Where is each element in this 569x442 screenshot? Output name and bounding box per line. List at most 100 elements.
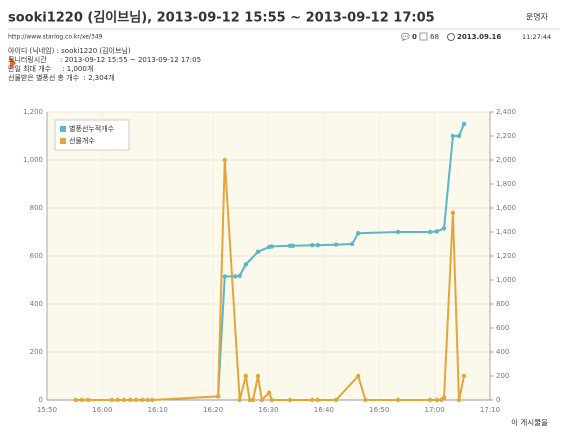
info-line: 선물받은 별풍선 총 개수 : 2,304개 bbox=[8, 73, 115, 82]
point bbox=[269, 397, 275, 403]
point bbox=[427, 229, 433, 235]
y-tick-label: 1,000 bbox=[23, 156, 43, 164]
y-tick-label: 1,200 bbox=[23, 108, 43, 116]
point bbox=[441, 395, 447, 400]
point bbox=[222, 157, 227, 163]
view-count: 68 bbox=[430, 33, 439, 41]
y-tick-label: 0 bbox=[39, 396, 43, 404]
point bbox=[395, 229, 401, 235]
point bbox=[315, 243, 320, 248]
point bbox=[356, 231, 361, 236]
point bbox=[290, 243, 296, 248]
y-tick-label: 200 bbox=[30, 348, 43, 356]
point bbox=[395, 397, 401, 403]
y-tick-label: 400 bbox=[30, 300, 43, 308]
y2-tick-label: 2,200 bbox=[496, 132, 516, 140]
point bbox=[121, 397, 127, 403]
point bbox=[85, 397, 91, 403]
x-tick-label: 16:40 bbox=[314, 406, 334, 414]
x-tick-label: 16:30 bbox=[258, 406, 278, 414]
point bbox=[233, 274, 238, 279]
point bbox=[287, 397, 293, 403]
point bbox=[109, 397, 114, 403]
y2-tick-label: 800 bbox=[496, 300, 509, 308]
legend-swatch bbox=[60, 138, 66, 144]
y2-tick-label: 600 bbox=[496, 324, 509, 332]
y-tick-label: 800 bbox=[30, 204, 43, 212]
post-date: 2013.09.16 bbox=[457, 33, 501, 41]
y-tick-label: 600 bbox=[30, 252, 43, 260]
point bbox=[269, 244, 275, 249]
point bbox=[363, 397, 368, 403]
point bbox=[450, 133, 456, 139]
x-tick-label: 17:10 bbox=[480, 406, 500, 414]
point bbox=[237, 273, 242, 278]
views-icon bbox=[419, 32, 428, 41]
legend-box bbox=[54, 119, 130, 151]
x-tick-label: 16:20 bbox=[203, 406, 223, 414]
series-line bbox=[217, 123, 465, 397]
point bbox=[441, 226, 447, 231]
point bbox=[115, 397, 121, 403]
point bbox=[145, 397, 150, 403]
y2-tick-label: 200 bbox=[496, 372, 509, 380]
y2-tick-label: 1,000 bbox=[496, 276, 516, 284]
point bbox=[237, 397, 242, 403]
point bbox=[73, 397, 78, 403]
x-tick-label: 16:50 bbox=[369, 406, 389, 414]
point bbox=[333, 242, 339, 247]
post-url[interactable]: http://www.starlog.co.kr/xe/349 bbox=[8, 34, 103, 41]
point bbox=[456, 133, 462, 139]
point bbox=[250, 397, 256, 403]
point bbox=[255, 373, 261, 379]
point bbox=[79, 397, 85, 403]
legend-swatch bbox=[60, 126, 66, 132]
y2-tick-label: 400 bbox=[496, 348, 509, 356]
point bbox=[243, 262, 248, 267]
x-tick-label: 15:50 bbox=[37, 406, 57, 414]
x-tick-label: 16:00 bbox=[92, 406, 112, 414]
y2-tick-label: 2,400 bbox=[496, 108, 516, 116]
point bbox=[215, 394, 221, 399]
point bbox=[247, 397, 252, 403]
point bbox=[243, 373, 248, 379]
point bbox=[356, 373, 361, 379]
info-line: 아이디 (닉네임) : sooki1220 (김이브님) bbox=[8, 46, 131, 55]
chart: 0 200 400 600 800 1,000 1,200 0 200 400 600 800 1,00… bbox=[23, 108, 516, 414]
y2-tick-label: 1,800 bbox=[496, 180, 516, 188]
point bbox=[434, 397, 440, 403]
legend-label: 별풍선누적개수 bbox=[69, 124, 115, 133]
post-title: sooki1220 (김이브님), 2013-09-12 15:55 ~ 201… bbox=[8, 10, 435, 26]
x-tick-label: 17:00 bbox=[425, 406, 445, 414]
point bbox=[434, 229, 440, 234]
footer-link[interactable]: 이 게시물을 bbox=[511, 417, 548, 427]
point bbox=[427, 397, 433, 403]
marker-arrow bbox=[10, 56, 16, 70]
point bbox=[127, 397, 133, 403]
point bbox=[150, 397, 155, 403]
point bbox=[222, 274, 227, 279]
post-time: 11:27:44 bbox=[522, 33, 551, 41]
clock-icon bbox=[447, 33, 455, 41]
point bbox=[333, 397, 339, 403]
x-tick-label: 16:10 bbox=[148, 406, 168, 414]
point bbox=[133, 397, 139, 403]
point bbox=[310, 397, 315, 403]
point bbox=[349, 241, 355, 247]
y2-tick-label: 1,200 bbox=[496, 252, 516, 260]
info-line: 모니터링시간 : 2013-09-12 15:55 ~ 2013-09-12 1… bbox=[8, 55, 201, 64]
y2-tick-label: 2,000 bbox=[496, 156, 516, 164]
point bbox=[461, 121, 467, 127]
info-line: 단일 최대 개수 : 1,000개 bbox=[8, 64, 93, 73]
y2-tick-label: 0 bbox=[496, 396, 500, 404]
point bbox=[255, 249, 261, 254]
point bbox=[456, 397, 462, 403]
legend-label: 선물개수 bbox=[69, 136, 95, 145]
point bbox=[266, 390, 272, 395]
author[interactable]: 운영자 bbox=[526, 12, 549, 22]
point bbox=[140, 397, 145, 403]
comment-count: 0 bbox=[412, 33, 417, 41]
comment-icon: 💬 bbox=[401, 32, 410, 41]
point bbox=[259, 397, 265, 403]
